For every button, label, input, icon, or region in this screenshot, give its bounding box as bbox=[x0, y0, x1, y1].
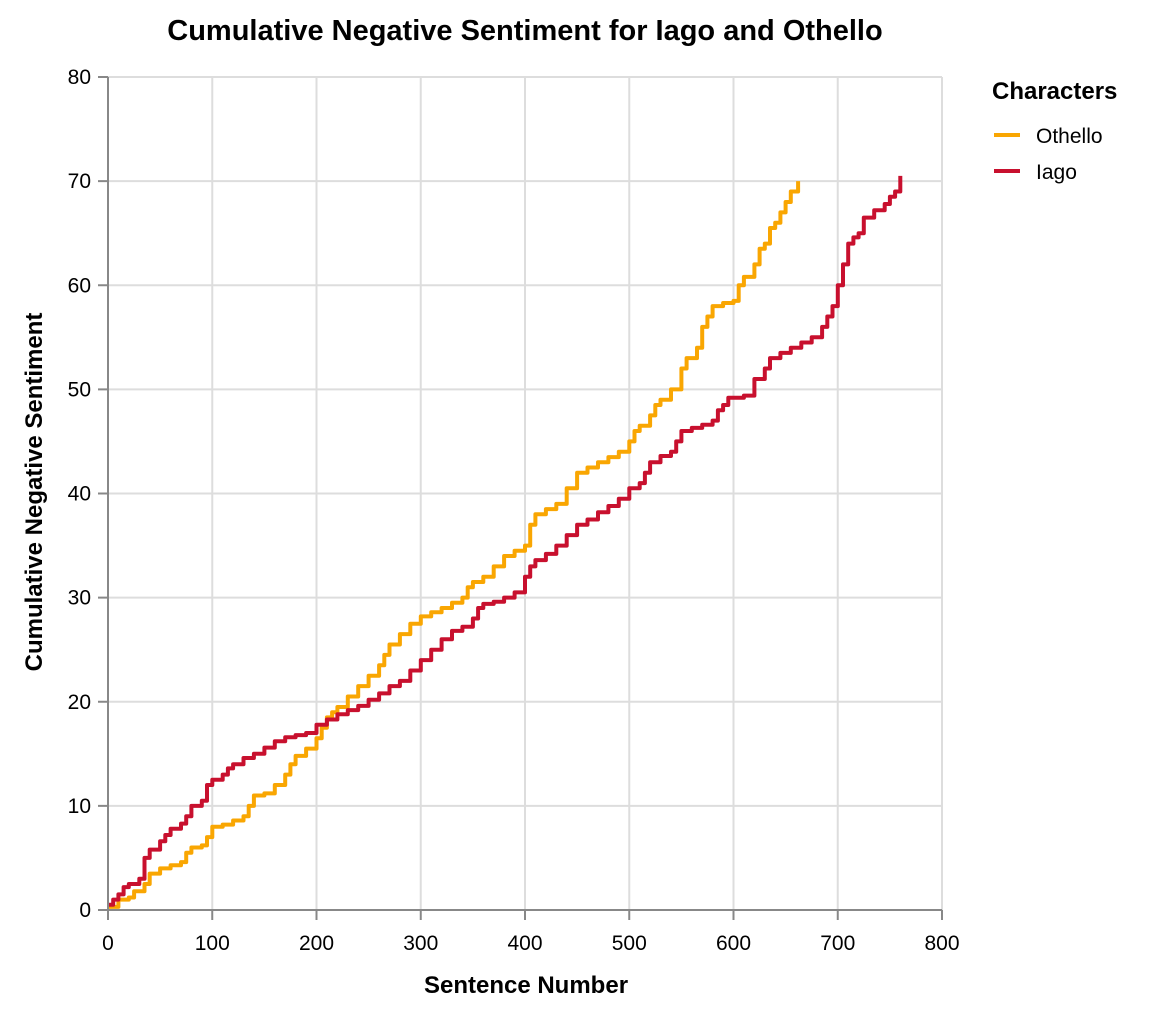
legend: Characters Othello Iago bbox=[992, 78, 1117, 184]
legend-label-iago: Iago bbox=[1036, 161, 1077, 184]
x-tick-label: 200 bbox=[299, 932, 334, 955]
series-layer bbox=[108, 175, 903, 909]
y-axis-title: Cumulative Negative Sentiment bbox=[21, 313, 48, 672]
series-line-iago bbox=[108, 175, 903, 907]
y-tick-label: 40 bbox=[68, 483, 91, 506]
axes: 0 100 200 300 400 500 600 700 800 0 10 20 30 40 50 60 70… bbox=[68, 66, 960, 955]
x-tick-label: 100 bbox=[195, 932, 230, 955]
x-axis-title: Sentence Number bbox=[424, 972, 628, 999]
legend-title: Characters bbox=[992, 78, 1117, 105]
x-tick-label: 600 bbox=[716, 932, 751, 955]
legend-label-othello: Othello bbox=[1036, 125, 1103, 148]
y-tick-label: 0 bbox=[79, 899, 91, 922]
x-tick-label: 300 bbox=[403, 932, 438, 955]
x-tick-label: 0 bbox=[102, 932, 114, 955]
y-tick-label: 10 bbox=[68, 795, 91, 818]
y-tick-label: 50 bbox=[68, 378, 91, 401]
y-tick-label: 60 bbox=[68, 274, 91, 297]
x-tick-label: 500 bbox=[612, 932, 647, 955]
y-tick-label: 20 bbox=[68, 691, 91, 714]
y-tick-label: 70 bbox=[68, 170, 91, 193]
series-line-othello bbox=[108, 181, 801, 909]
x-tick-label: 700 bbox=[820, 932, 855, 955]
grid bbox=[108, 76, 943, 910]
y-tick-label: 80 bbox=[68, 66, 91, 89]
y-tick-label: 30 bbox=[68, 587, 91, 610]
x-tick-label: 400 bbox=[507, 932, 542, 955]
chart-title: Cumulative Negative Sentiment for Iago a… bbox=[167, 15, 882, 47]
x-tick-label: 800 bbox=[924, 932, 959, 955]
